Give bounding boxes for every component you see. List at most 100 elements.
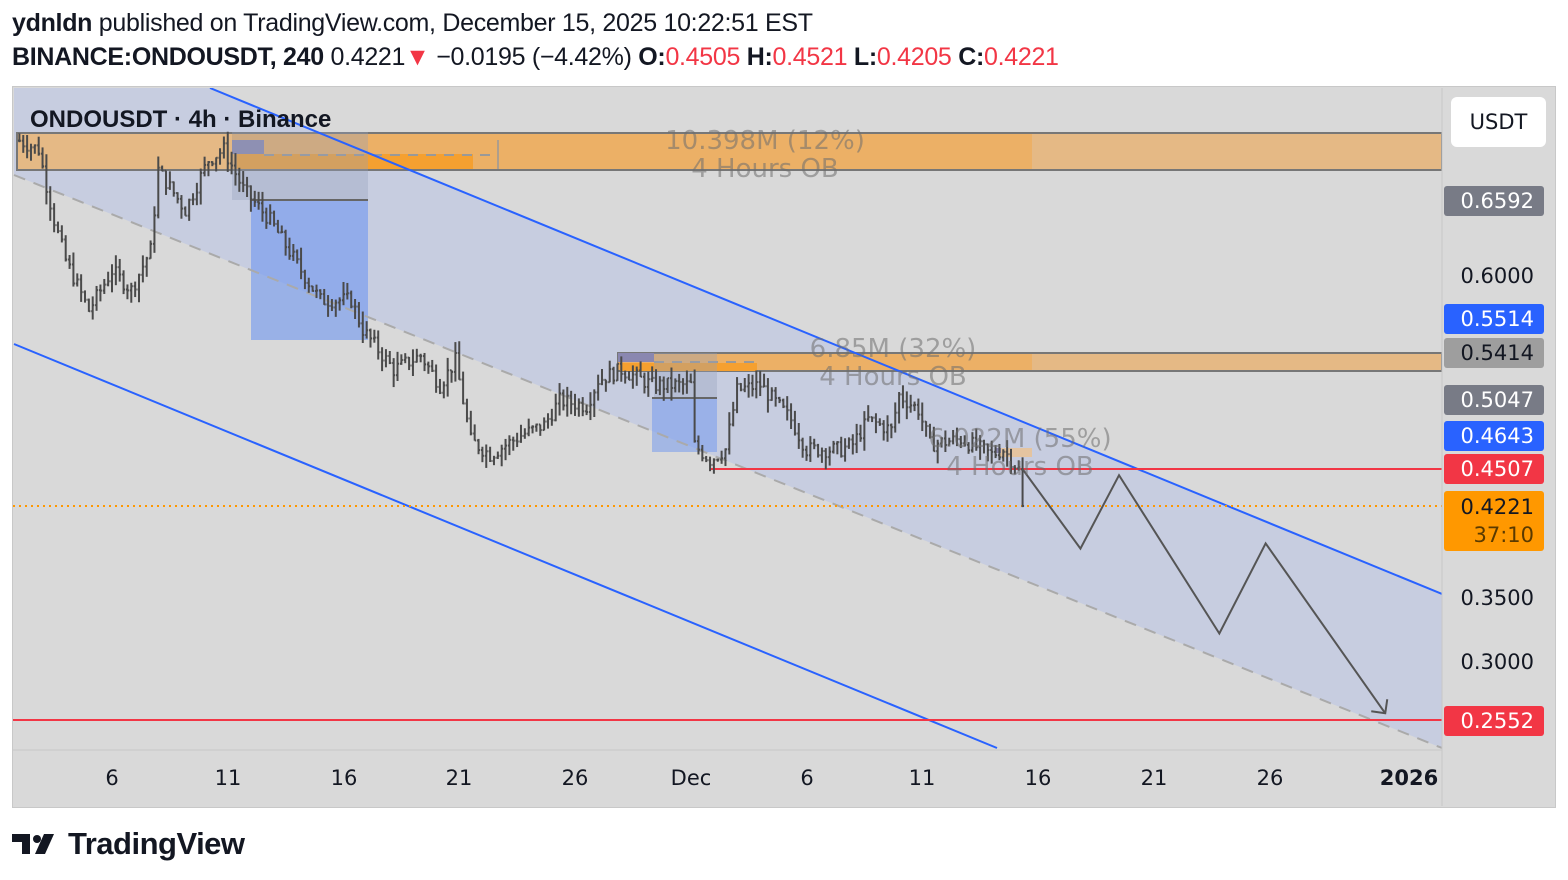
range-box-blue: [251, 200, 368, 340]
projection-arrow-icon: [1371, 699, 1389, 715]
ohlc-bar: [612, 366, 616, 385]
ohlc-bar: [41, 147, 45, 169]
ohlc-bar: [839, 436, 843, 458]
ohlc-bar: [538, 423, 542, 436]
ohlc-bars: [17, 131, 1025, 508]
ohlc-bar: [122, 270, 126, 295]
ohlc-bar: [87, 298, 91, 313]
ohlc-bar: [859, 424, 863, 442]
ohlc-bar: [913, 401, 917, 412]
ob-label: 4 Hours OB: [819, 362, 967, 392]
ohlc-bar: [469, 410, 473, 436]
ohlc-bar: [623, 370, 627, 384]
ohlc-bar: [206, 161, 210, 177]
close-label: C:: [958, 43, 984, 71]
ohlc-bar: [60, 225, 64, 243]
ohlc-bar: [723, 448, 727, 467]
ohlc-bar: [777, 396, 781, 404]
ohlc-bar: [507, 435, 511, 456]
ohlc-bar: [720, 450, 724, 464]
ohlc-bar: [450, 369, 454, 383]
ohlc-bar: [754, 370, 758, 399]
ohlc-bar: [936, 439, 940, 464]
ohlc-bar: [442, 381, 446, 399]
tradingview-logo[interactable]: TradingView: [12, 826, 245, 862]
ohlc-bar: [997, 443, 1001, 461]
ohlc-bar: [531, 425, 535, 434]
order-block-marker: [618, 353, 654, 362]
ohlc-bar: [365, 321, 369, 339]
ohlc-bar: [64, 235, 68, 262]
ohlc-bar: [453, 342, 457, 382]
ohlc-bar: [739, 382, 743, 392]
ohlc-bar: [870, 416, 874, 423]
ohlc-bar: [504, 438, 508, 461]
ohlc-bar: [361, 311, 365, 343]
ohlc-bar: [388, 350, 392, 365]
time-tick: Dec: [670, 766, 712, 790]
bar-countdown: 37:10: [1473, 523, 1534, 547]
ohlc-bar: [260, 191, 264, 222]
ohlc-bar: [631, 365, 635, 389]
ohlc-bar: [98, 284, 102, 302]
price-tick: 0.3000: [1460, 650, 1534, 674]
ohlc-bar: [909, 394, 913, 413]
ohlc-bar: [581, 397, 585, 417]
ohlc-bar: [345, 282, 349, 300]
ohlc-bar: [673, 378, 677, 393]
ohlc-bar: [183, 206, 187, 217]
ohlc-bar: [550, 408, 554, 426]
ohlc-bar: [967, 442, 971, 454]
ohlc-bar: [307, 277, 311, 293]
publish-info: ydnldn published on TradingView.com, Dec…: [12, 9, 813, 38]
currency-button[interactable]: USDT: [1451, 97, 1546, 147]
ob-label: 4 Hours OB: [691, 154, 839, 184]
ohlc-bar: [905, 391, 909, 420]
ohlc-bar: [762, 373, 766, 388]
ohlc-bar: [650, 366, 654, 383]
ohlc-bar: [639, 361, 643, 378]
channel-fill: [14, 88, 1442, 748]
ohlc-bar: [268, 204, 272, 225]
ohlc-bar: [411, 349, 415, 377]
ohlc-bar: [342, 281, 345, 306]
ohlc-bar: [457, 341, 461, 381]
ohlc-bar: [430, 359, 434, 372]
ohlc-bar: [820, 447, 824, 463]
order-block-label: 6.022M (55%) 4 Hours OB: [928, 425, 1111, 481]
ohlc-bar: [994, 445, 998, 459]
ohlc-bar: [743, 377, 747, 393]
ohlc-bar: [52, 203, 56, 233]
ob-volume: 10.398M (12%): [665, 126, 865, 156]
ohlc-bar: [832, 440, 836, 454]
ohlc-bar: [152, 206, 156, 253]
ohlc-bar: [110, 264, 114, 293]
ohlc-bar: [322, 288, 326, 306]
ohlc-bar: [257, 191, 261, 210]
ohlc-bar: [284, 229, 288, 256]
low-value: 0.4205: [876, 43, 952, 71]
ohlc-bar: [785, 396, 789, 421]
ohlc-bar: [149, 240, 153, 260]
ohlc-bar: [218, 148, 222, 165]
ohlc-bar: [106, 271, 110, 287]
time-tick: 2026: [1379, 766, 1439, 790]
time-tick: 26: [1256, 766, 1284, 790]
high-label: H:: [746, 43, 773, 71]
ohlc-bar: [558, 383, 562, 416]
ob-label: 4 Hours OB: [946, 452, 1094, 482]
order-block-marker: [995, 448, 1001, 453]
close-value: 0.4221: [983, 43, 1059, 71]
ohlc-bar: [33, 144, 37, 154]
ohlc-bar: [866, 405, 870, 422]
channel-lower-line: [13, 343, 998, 749]
time-tick: 21: [1140, 766, 1168, 790]
order-block-label: 10.398M (12%) 4 Hours OB: [665, 127, 865, 183]
price-badge: 0.5047: [1444, 385, 1544, 415]
ohlc-bar: [766, 378, 770, 413]
author[interactable]: ydnldn: [12, 9, 93, 37]
order-block-label: 6.85M (32%) 4 Hours OB: [810, 335, 977, 391]
ohlc-bar: [349, 290, 353, 309]
ohlc-bar: [546, 413, 550, 429]
